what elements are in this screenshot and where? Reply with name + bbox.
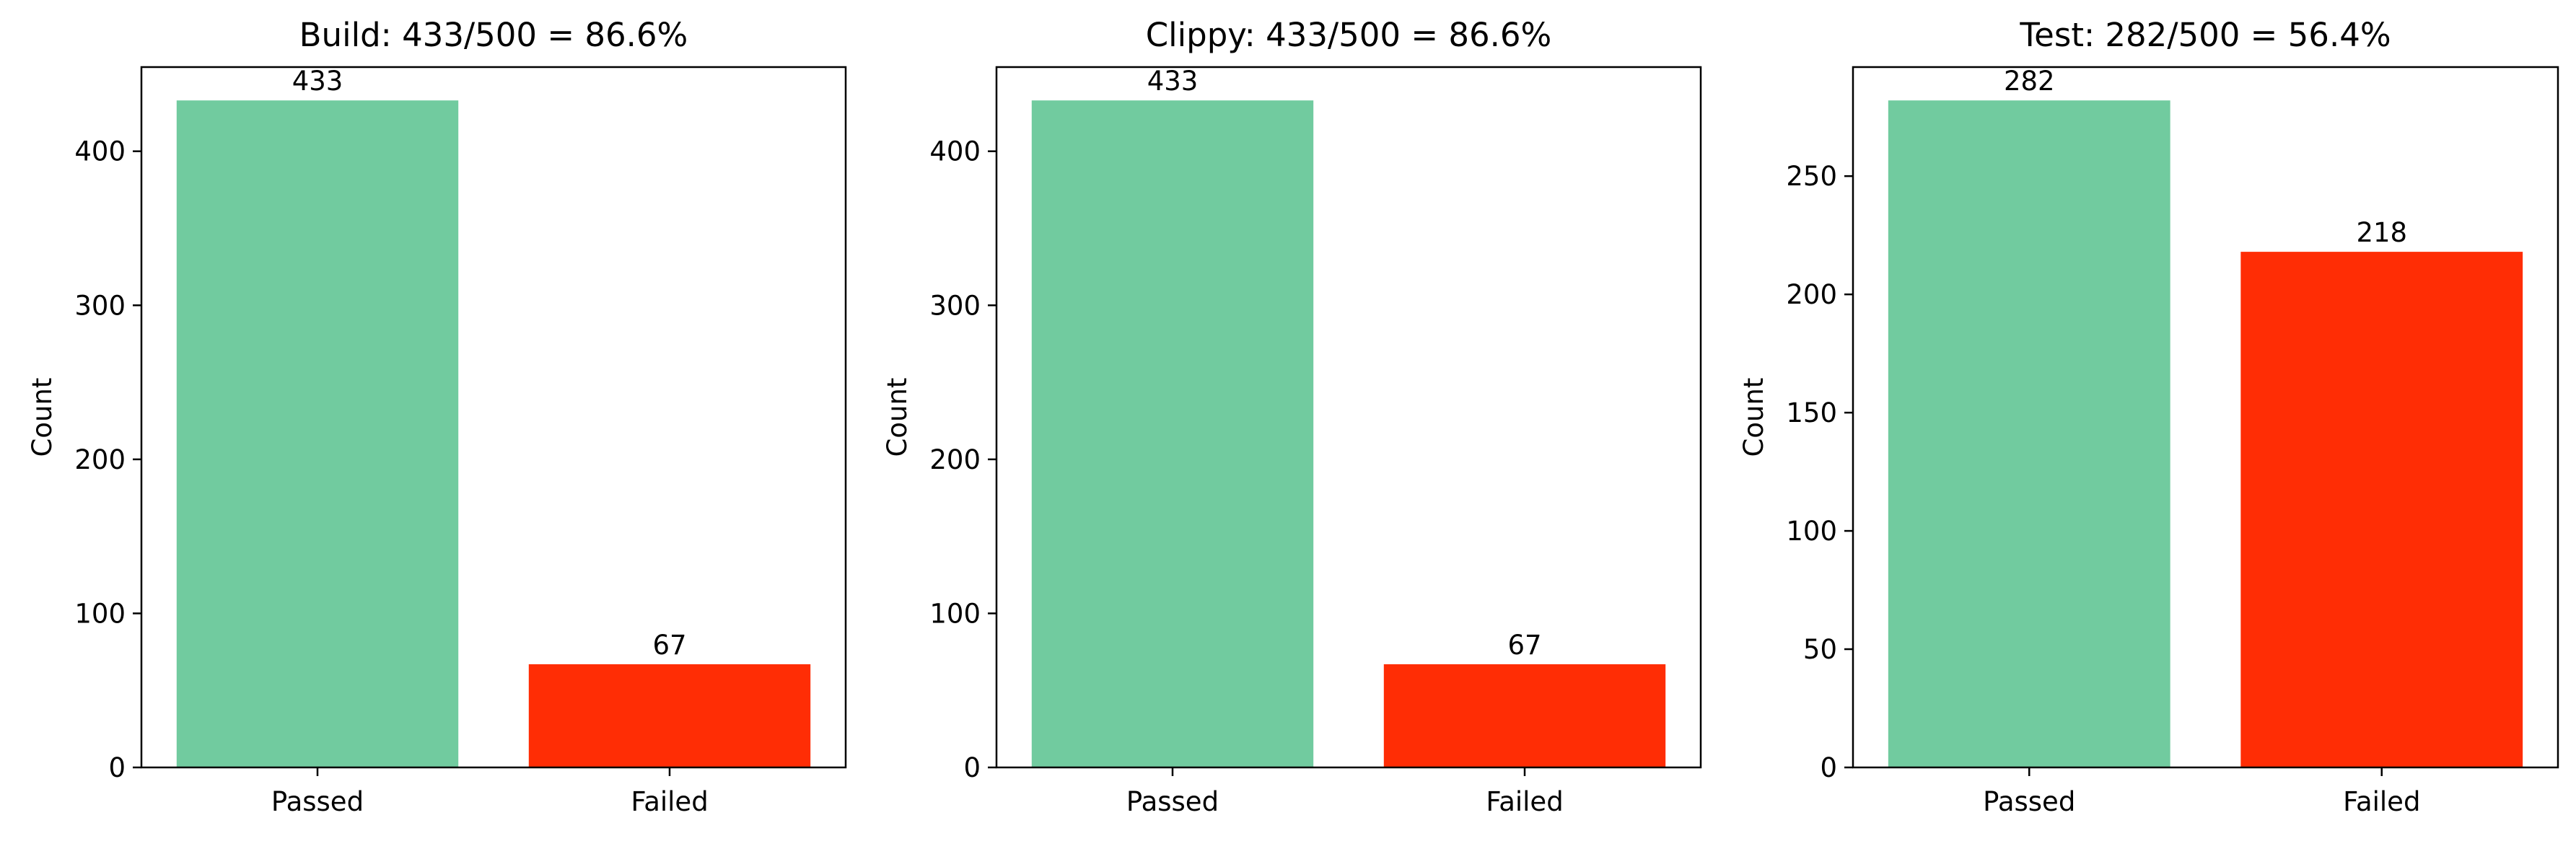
chart-title: Clippy: 433/500 = 86.6%: [1146, 16, 1552, 54]
bar-passed: [176, 100, 459, 767]
bar-passed: [1888, 100, 2170, 767]
y-tick-label: 100: [74, 598, 126, 629]
y-tick-label: 200: [929, 444, 981, 475]
y-axis-label: Count: [882, 378, 913, 457]
bar-passed: [1031, 100, 1314, 767]
y-tick-label: 150: [1786, 397, 1837, 428]
x-tick-label-failed: Failed: [631, 786, 708, 817]
bar-value-label: 433: [292, 66, 343, 97]
x-tick-label-passed: Passed: [271, 786, 364, 817]
bar-value-label: 67: [1507, 630, 1541, 661]
plot-frame: [140, 66, 847, 769]
bar-value-label: 218: [2356, 217, 2407, 248]
y-axis-label: Count: [1738, 378, 1769, 457]
y-tick-label: 0: [108, 752, 126, 783]
bar-failed: [2240, 252, 2523, 767]
y-tick-label: 250: [1786, 161, 1837, 192]
chart-panel-2: 433 67 0 100 200 300 400 Passed Failed Count Clipp…: [882, 16, 1702, 817]
bar-value-label: 433: [1147, 66, 1199, 97]
y-tick-label: 400: [929, 136, 981, 167]
y-tick-label: 300: [929, 290, 981, 321]
x-tick-label-passed: Passed: [1983, 786, 2075, 817]
chart-panel-3: 282 218 0 50 100 150 200 250 Passed Failed Count Te…: [1738, 16, 2559, 817]
y-tick-label: 100: [1786, 516, 1837, 547]
y-tick-label: 200: [1786, 279, 1837, 310]
y-tick-label: 0: [963, 752, 981, 783]
y-axis-label: Count: [27, 378, 58, 457]
x-tick-label-failed: Failed: [2343, 786, 2420, 817]
y-tick-label: 0: [1820, 752, 1837, 783]
chart-title: Test: 282/500 = 56.4%: [2019, 16, 2391, 54]
y-tick-label: 300: [74, 290, 126, 321]
y-tick-label: 200: [74, 444, 126, 475]
x-tick-label-passed: Passed: [1126, 786, 1219, 817]
plot-frame: [995, 66, 1702, 769]
chart-title: Build: 433/500 = 86.6%: [299, 16, 688, 54]
x-tick-label-failed: Failed: [1486, 786, 1563, 817]
plot-frame: [1852, 66, 2559, 769]
y-tick-label: 50: [1803, 634, 1837, 665]
y-tick-label: 100: [929, 598, 981, 629]
y-tick-label: 400: [74, 136, 126, 167]
bar-failed: [528, 664, 811, 767]
bar-value-label: 67: [652, 630, 686, 661]
chart-panel-1: 433 67 0 100 200 300 400 Passed Failed Count Build…: [27, 16, 847, 817]
bar-failed: [1383, 664, 1666, 767]
bar-value-label: 282: [2004, 66, 2055, 97]
